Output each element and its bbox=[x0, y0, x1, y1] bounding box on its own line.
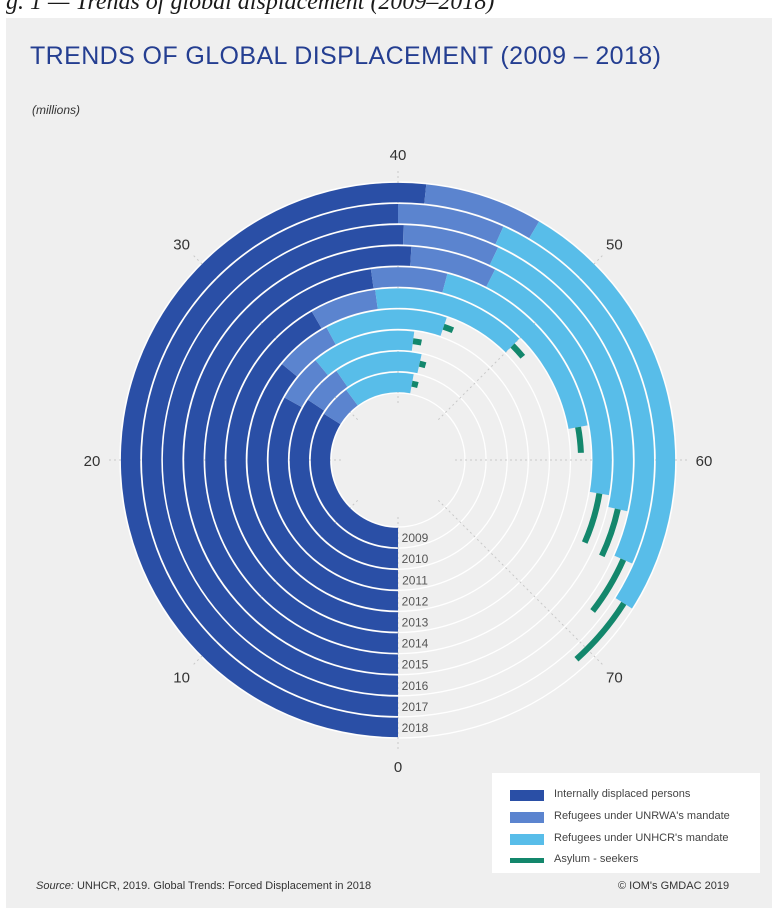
legend-swatch-asylum bbox=[510, 858, 544, 863]
source-note: Source: UNHCR, 2019. Global Trends: Forc… bbox=[36, 880, 371, 892]
axis-tick-20: 20 bbox=[84, 453, 101, 470]
axis-tick-10: 10 bbox=[173, 669, 190, 686]
legend-label-unhcr: Refugees under UNHCR's mandate bbox=[554, 832, 729, 844]
legend-swatch-unhcr bbox=[510, 834, 544, 845]
bar-2010-series-3 bbox=[419, 361, 426, 368]
source-text: UNHCR, 2019. Global Trends: Forced Displ… bbox=[74, 880, 371, 892]
year-label-2012: 2012 bbox=[402, 594, 429, 608]
bar-2011-series-3 bbox=[413, 338, 422, 345]
legend-swatch-unrwa bbox=[510, 812, 544, 823]
legend-label-idp: Internally displaced persons bbox=[554, 788, 690, 800]
bar-2018-series-3 bbox=[574, 602, 626, 662]
year-label-2014: 2014 bbox=[402, 637, 429, 651]
year-label-2011: 2011 bbox=[402, 573, 428, 587]
legend-swatch-idp bbox=[510, 790, 544, 801]
year-label-2015: 2015 bbox=[402, 658, 429, 672]
bar-2009-series-3 bbox=[411, 381, 418, 388]
axis-tick-0: 0 bbox=[394, 759, 402, 776]
legend-label-unrwa: Refugees under UNRWA's mandate bbox=[554, 810, 730, 822]
copyright-note: © IOM's GMDAC 2019 bbox=[618, 880, 729, 892]
bar-2012-series-3 bbox=[443, 324, 454, 333]
grid-ring bbox=[331, 393, 465, 527]
year-label-2013: 2013 bbox=[402, 615, 429, 629]
bar-2013-series-3 bbox=[510, 343, 525, 358]
year-label-2018: 2018 bbox=[402, 721, 429, 735]
radial-guide bbox=[438, 500, 603, 665]
year-label-2010: 2010 bbox=[402, 552, 429, 566]
axis-tick-40: 40 bbox=[390, 147, 407, 164]
radial-chart: 2009201020112012201320142015201620172018… bbox=[0, 0, 772, 870]
legend: Internally displaced persons Refugees un… bbox=[492, 773, 760, 873]
year-label-2016: 2016 bbox=[402, 679, 429, 693]
axis-tick-60: 60 bbox=[696, 453, 713, 470]
axis-tick-70: 70 bbox=[606, 669, 623, 686]
source-lead: Source: bbox=[36, 880, 74, 892]
axis-tick-30: 30 bbox=[173, 237, 190, 254]
year-label-2017: 2017 bbox=[402, 700, 429, 714]
year-label-2009: 2009 bbox=[402, 531, 429, 545]
axis-tick-50: 50 bbox=[606, 237, 623, 254]
bar-2014-series-3 bbox=[575, 427, 584, 453]
legend-label-asylum: Asylum - seekers bbox=[554, 853, 638, 865]
